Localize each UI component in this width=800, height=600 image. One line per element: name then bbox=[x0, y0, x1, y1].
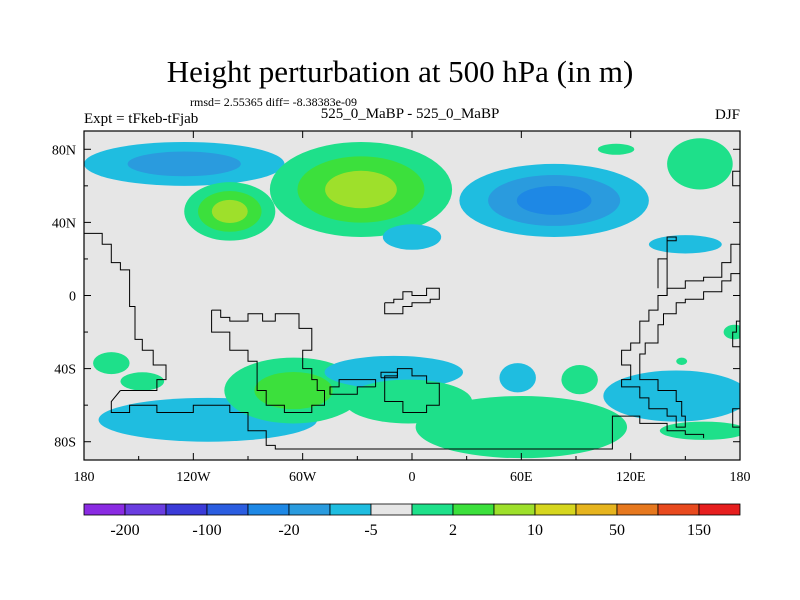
x-tick-label-5: 120E bbox=[616, 470, 646, 485]
y-tick-label-4: 80S bbox=[54, 436, 76, 451]
y-tick-label-0: 80N bbox=[52, 143, 76, 158]
coastline-3 bbox=[329, 379, 377, 395]
anomaly-20-level-0 bbox=[676, 357, 688, 365]
anomaly-18-level-0 bbox=[659, 421, 740, 440]
colorbar-swatch-4 bbox=[247, 503, 290, 516]
colorbar-swatch-2 bbox=[165, 503, 208, 516]
coastline-0 bbox=[84, 232, 167, 391]
y-tick-label-1: 40N bbox=[52, 216, 76, 231]
anomaly-3-level-0 bbox=[382, 224, 442, 250]
anomaly-1-level-2 bbox=[211, 199, 248, 223]
anomaly-16-level-0 bbox=[561, 364, 598, 395]
coastline-layer bbox=[84, 170, 740, 450]
coastline-10 bbox=[732, 408, 740, 428]
colorbar-swatch-1 bbox=[124, 503, 167, 516]
colorbar-label-8: 2 bbox=[449, 522, 457, 539]
season-label: DJF bbox=[714, 107, 740, 123]
anomaly-11-level-1 bbox=[254, 371, 333, 410]
x-tick-label-4: 60E bbox=[510, 470, 533, 485]
anomaly-5-level-0 bbox=[648, 235, 722, 254]
anomaly-0-level-1 bbox=[127, 151, 241, 177]
coastline-5 bbox=[110, 390, 705, 450]
anomaly-17-level-0 bbox=[603, 370, 740, 422]
anomaly-8-level-0 bbox=[93, 352, 130, 375]
colorbar-swatch-12 bbox=[575, 503, 618, 516]
x-tick-label-6: 180 bbox=[730, 470, 751, 485]
chart-title: Height perturbation at 500 hPa (in m) bbox=[166, 54, 634, 89]
colorbar-label-2: -100 bbox=[192, 522, 221, 539]
colorbar-swatch-15 bbox=[698, 503, 741, 516]
colorbar-label-0: -200 bbox=[110, 522, 139, 539]
anomaly-9-level-0 bbox=[120, 372, 165, 391]
colorbar-swatch-8 bbox=[411, 503, 454, 516]
colorbar-swatch-5 bbox=[288, 503, 331, 516]
experiment-label: Expt = tFkeb-tFjab bbox=[84, 111, 199, 127]
x-tick-label-2: 60W bbox=[289, 470, 317, 485]
coastline-1 bbox=[211, 309, 325, 413]
x-tick-label-1: 120W bbox=[176, 470, 211, 485]
y-axis: 80N 40N 0 40S 80S bbox=[52, 143, 740, 451]
colorbar-label-4: -20 bbox=[278, 522, 299, 539]
colorbar-swatch-9 bbox=[452, 503, 495, 516]
colorbar-swatch-6 bbox=[329, 503, 372, 516]
case-label: 525_0_MaBP - 525_0_MaBP bbox=[320, 106, 500, 122]
coastline-8 bbox=[657, 236, 677, 296]
colorbar-label-14: 150 bbox=[687, 522, 711, 539]
anomaly-layer bbox=[84, 138, 740, 459]
y-tick-label-2: 0 bbox=[69, 290, 76, 305]
colorbar-label-6: -5 bbox=[364, 522, 377, 539]
x-tick-label-3: 0 bbox=[409, 470, 416, 485]
colorbar-swatch-7 bbox=[370, 503, 413, 516]
y-tick-label-3: 40S bbox=[54, 363, 76, 378]
anomaly-7-level-0 bbox=[597, 143, 635, 155]
colorbar-label-12: 50 bbox=[609, 522, 625, 539]
anomaly-4-level-2 bbox=[516, 186, 592, 215]
coastline-11 bbox=[732, 170, 740, 187]
anomaly-14-level-0 bbox=[415, 396, 628, 459]
rmsd-diff-stats: rmsd= 2.55365 diff= -8.38383e-09 bbox=[190, 95, 357, 109]
colorbar-swatch-14 bbox=[657, 503, 700, 516]
anomaly-15-level-0 bbox=[499, 363, 536, 393]
colorbar-label-10: 10 bbox=[527, 522, 543, 539]
coastline-4 bbox=[380, 371, 398, 379]
colorbar: -200 -100 -20 -5 2 10 50 150 bbox=[83, 503, 741, 539]
colorbar-swatch-13 bbox=[616, 503, 659, 516]
colorbar-swatch-11 bbox=[534, 503, 577, 516]
colorbar-swatch-3 bbox=[206, 503, 249, 516]
x-axis: 180 120W 60W 0 60E 120E 180 bbox=[74, 131, 751, 485]
coastline-6 bbox=[384, 287, 440, 315]
x-tick-label-0: 180 bbox=[74, 470, 95, 485]
anomaly-2-level-2 bbox=[325, 170, 397, 209]
colorbar-swatch-0 bbox=[83, 503, 126, 516]
coastline-9 bbox=[732, 320, 740, 348]
anomaly-6-level-0 bbox=[667, 138, 733, 190]
colorbar-swatch-10 bbox=[493, 503, 536, 516]
